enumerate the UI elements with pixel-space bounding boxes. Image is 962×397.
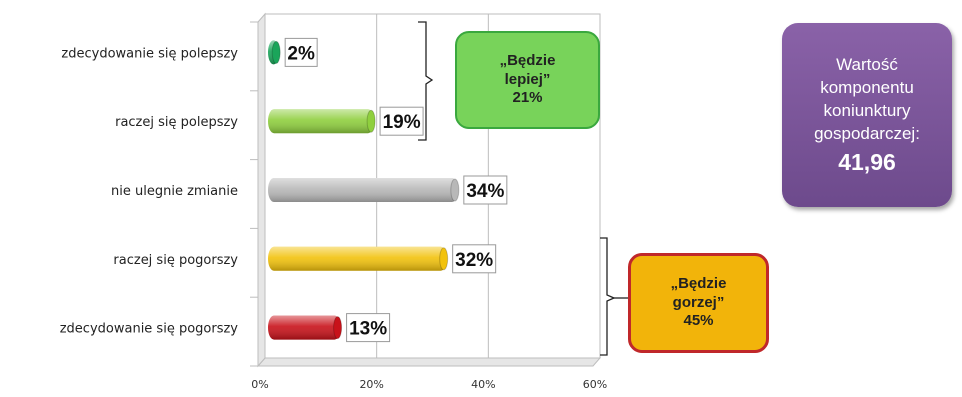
data-label-box — [379, 106, 424, 136]
indicator-line-3: koniunktury — [823, 101, 911, 120]
data-label-box — [463, 175, 508, 205]
category-labels: zdecydowanie się polepszy raczej się pole… — [60, 46, 239, 336]
indicator-box: Wartość komponentu koniunktury gospodarc… — [782, 23, 952, 207]
bar-end-cap — [366, 109, 376, 133]
x-tick-label: 0% — [251, 378, 268, 391]
callout-better-line-1: „Będzie — [499, 51, 556, 69]
callout-better-value: 21% — [512, 89, 543, 107]
category-label: nie ulegnie zmianie — [111, 184, 238, 199]
bracket-better — [418, 21, 434, 141]
data-label: 13% — [349, 319, 387, 340]
indicator-line-2: komponentu — [820, 78, 914, 97]
data-label: 19% — [383, 112, 421, 133]
bar-end-cap — [333, 316, 343, 340]
category-label: zdecydowanie się polepszy — [61, 46, 238, 61]
data-label: 34% — [466, 181, 504, 202]
bar-highlight — [268, 109, 375, 134]
x-tick-label: 20% — [359, 378, 383, 391]
data-label-box — [284, 37, 318, 67]
x-tick-label: 60% — [583, 378, 607, 391]
bar-end-cap — [450, 178, 460, 202]
bar-highlight — [268, 315, 341, 340]
bar-end-cap — [271, 40, 281, 64]
data-label-box — [346, 313, 391, 343]
callout-better: „Będzie lepiej” 21% — [455, 31, 600, 129]
callout-worse: „Będzie gorzej” 45% — [628, 253, 769, 353]
x-axis-ticks: 0% 20% 40% 60% — [251, 378, 607, 391]
category-label: raczej się pogorszy — [113, 253, 238, 268]
category-label: zdecydowanie się pogorszy — [60, 322, 239, 337]
bars — [268, 40, 460, 340]
indicator-line-1: Wartość — [836, 55, 898, 74]
bar-highlight — [268, 178, 458, 202]
category-label: raczej się polepszy — [115, 115, 238, 130]
callout-worse-line-1: „Będzie — [670, 274, 727, 292]
plot-floor — [256, 357, 602, 367]
bar-end-cap — [439, 247, 449, 271]
data-label: 2% — [287, 43, 315, 64]
indicator-line-4: gospodarczej: — [814, 124, 920, 143]
bar-highlight — [268, 246, 447, 271]
indicator-value: 41,96 — [838, 149, 896, 175]
callout-worse-line-2: gorzej” — [672, 293, 725, 311]
bracket-worse — [600, 237, 616, 356]
plot-side-wall — [257, 12, 266, 368]
callout-better-line-2: lepiej” — [504, 70, 551, 88]
data-label-box — [452, 244, 497, 274]
x-tick-label: 40% — [471, 378, 495, 391]
data-label: 32% — [455, 250, 493, 271]
callout-worse-value: 45% — [683, 312, 714, 330]
data-labels: 2% 19% 34% 32% 13% — [284, 37, 508, 343]
